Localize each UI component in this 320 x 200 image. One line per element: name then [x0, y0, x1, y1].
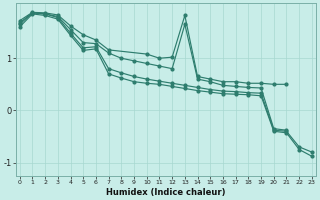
X-axis label: Humidex (Indice chaleur): Humidex (Indice chaleur): [106, 188, 226, 197]
